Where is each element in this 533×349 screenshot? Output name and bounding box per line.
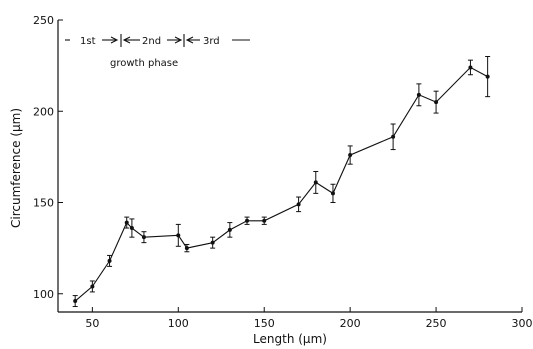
growth-phase-caption: growth phase — [110, 58, 178, 69]
data-point — [141, 235, 146, 240]
axes — [57, 20, 522, 313]
phase-label-3rd: 3rd — [203, 36, 220, 47]
marks — [72, 56, 491, 308]
data-point — [391, 134, 396, 139]
data-point — [468, 65, 473, 70]
data-point — [176, 233, 181, 238]
x-tick-label: 50 — [85, 317, 99, 330]
x-axis-label: Length (μm) — [253, 332, 327, 346]
x-tick-label: 150 — [254, 317, 275, 330]
phase2-arrowhead-right — [174, 36, 183, 44]
data-point — [90, 284, 95, 289]
data-point — [416, 92, 421, 97]
data-point — [227, 227, 232, 232]
data-point — [296, 202, 301, 207]
x-tick-label: 200 — [340, 317, 361, 330]
y-tick-label: 150 — [33, 197, 54, 210]
data-point — [73, 299, 78, 304]
data-point — [245, 218, 250, 223]
phase-label-2nd: 2nd — [142, 36, 161, 47]
phase1-arrowhead — [110, 36, 119, 44]
data-point — [313, 180, 318, 185]
data-point — [210, 240, 215, 245]
data-point — [485, 74, 490, 79]
data-point — [434, 100, 439, 105]
data-point — [124, 220, 129, 225]
series-line — [74, 66, 488, 302]
data-point — [107, 258, 112, 263]
phase-annotation: 1st 2nd 3rd growth phase — [65, 34, 250, 69]
data-point — [330, 191, 335, 196]
ticks: 50 100 150 200 250 300 100 150 200 250 — [33, 14, 533, 330]
y-tick-label: 200 — [33, 105, 54, 118]
data-point — [129, 226, 134, 231]
x-tick-label: 250 — [426, 317, 447, 330]
data-point — [348, 153, 353, 158]
y-axis-label: Circumference (μm) — [9, 108, 23, 228]
data-point — [184, 246, 189, 251]
y-tick-label: 100 — [33, 288, 54, 301]
x-tick-label: 100 — [168, 317, 189, 330]
y-tick-label: 250 — [33, 14, 54, 27]
data-point — [262, 218, 267, 223]
phase-label-1st: 1st — [80, 36, 96, 47]
x-tick-label: 300 — [512, 317, 533, 330]
